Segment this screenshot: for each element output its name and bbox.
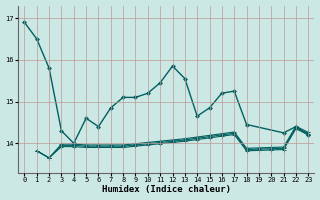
X-axis label: Humidex (Indice chaleur): Humidex (Indice chaleur) <box>102 185 231 194</box>
